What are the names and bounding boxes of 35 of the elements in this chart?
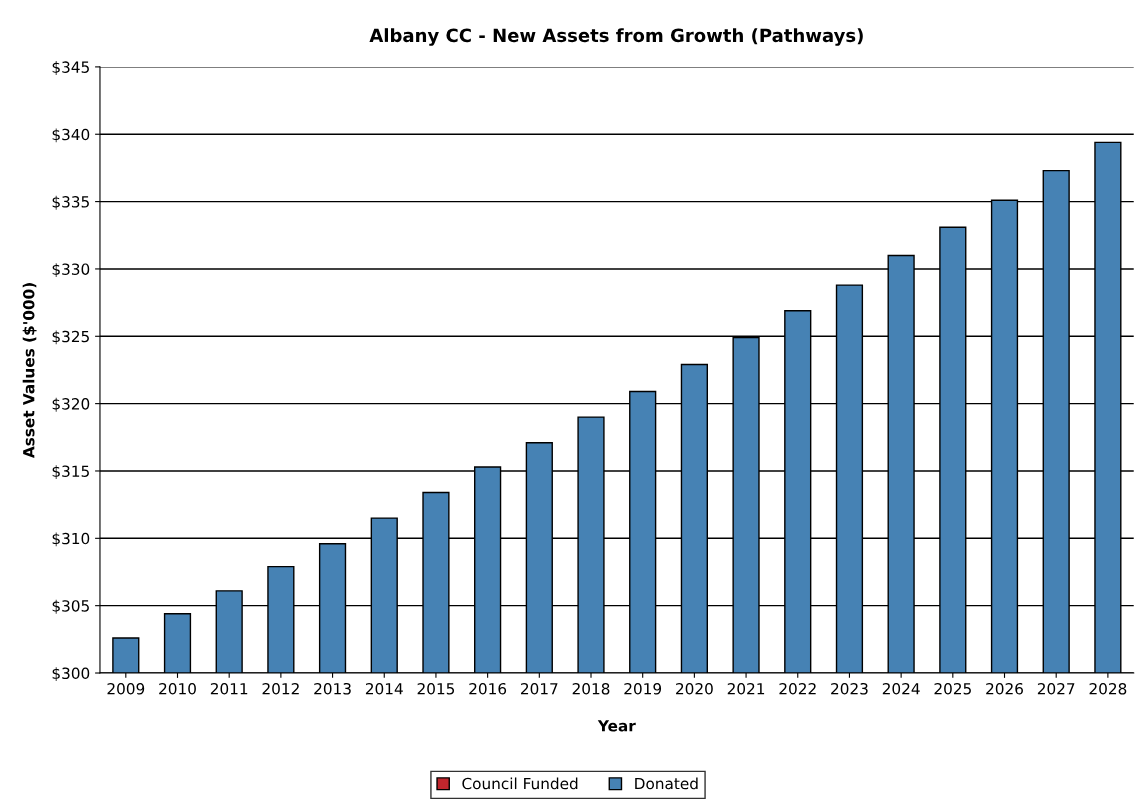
x-tick-label: 2020 [676,683,713,695]
x-tick-label: 2014 [365,683,403,695]
x-axis-title: Year [597,720,636,732]
x-tick-label: 2025 [934,683,971,695]
x-tick-label: 2013 [314,683,351,695]
x-tick-label: 2028 [1089,683,1127,695]
legend-label: Donated [635,777,698,790]
x-tick-label: 2026 [986,683,1023,695]
y-axis-title: Asset Values ($'000) [22,283,37,459]
y-tick-label: $330 [52,263,90,277]
y-tick-label: $315 [52,465,89,480]
x-tick-label: 2010 [159,683,196,695]
x-tick-label: 2016 [469,683,507,695]
x-tick-label: 2019 [624,683,662,695]
legend-label: Council Funded [462,777,578,790]
y-tick-label: $300 [52,667,90,682]
y-tick-label: $305 [52,599,89,614]
x-tick-label: 2024 [882,683,920,695]
y-tick-label: $325 [52,330,89,345]
y-tick-label: $345 [52,61,89,75]
x-tick-label: 2009 [107,683,145,695]
x-tick-label: 2022 [779,683,816,695]
y-tick-label: $320 [52,397,90,412]
y-tick-label: $335 [52,195,89,210]
x-tick-label: 2023 [831,683,868,695]
x-tick-label: 2021 [727,683,765,695]
x-tick-label: 2027 [1037,683,1075,695]
x-tick-label: 2011 [210,683,248,695]
x-tick-label: 2017 [520,683,558,695]
x-tick-label: 2018 [572,683,610,695]
x-tick-label: 2012 [262,683,299,695]
y-tick-label: $310 [52,532,90,547]
x-tick-label: 2015 [417,683,455,695]
chart-title: Albany CC - New Assets from Growth (Pathways) [369,28,863,46]
y-tick-label: $340 [52,128,90,143]
